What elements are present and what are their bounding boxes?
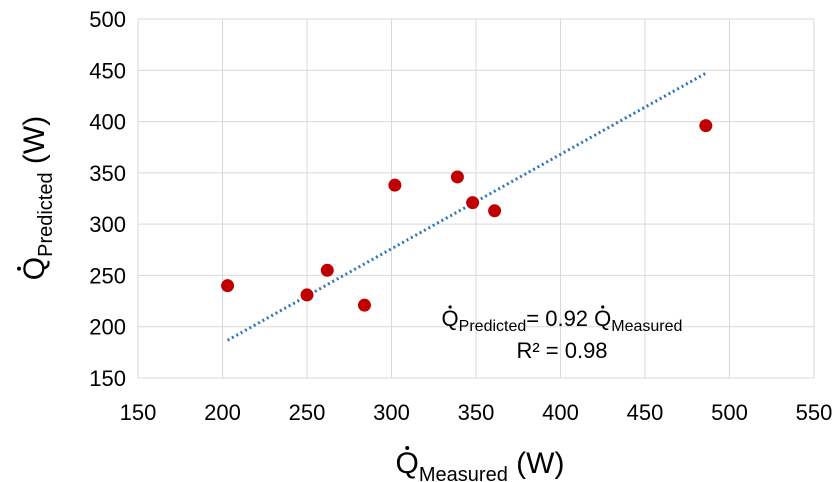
y-tick-label: 450 — [89, 58, 126, 83]
y-label-tail: (W) — [18, 116, 51, 173]
x-label-tail: (W) — [508, 447, 565, 480]
y-tick-label: 300 — [89, 212, 126, 237]
x-tick-label: 350 — [458, 400, 495, 425]
y-tick-label: 150 — [89, 366, 126, 391]
y-tick-label: 500 — [89, 7, 126, 32]
x-axis-label: QMeasured (W) — [396, 447, 565, 482]
trendline — [226, 71, 707, 342]
eq-lhs-sub: Predicted — [459, 318, 527, 335]
x-tick-label: 550 — [796, 400, 833, 425]
x-tick-label: 400 — [542, 400, 579, 425]
x-tick-label: 250 — [289, 400, 326, 425]
y-tick-label: 200 — [89, 315, 126, 340]
y-tick-label: 400 — [89, 110, 126, 135]
data-point — [466, 196, 480, 210]
eq-mid: = 0.92 — [526, 306, 594, 331]
data-point — [320, 263, 334, 277]
y-tick-labels: 150 200 250 300 350 400 450 500 — [89, 7, 126, 391]
overdot — [448, 305, 452, 309]
x-label-overdot — [405, 446, 410, 450]
overdot — [405, 446, 410, 450]
x-label-main: Q — [396, 447, 419, 480]
x-tick-label: 200 — [204, 400, 241, 425]
x-tick-label: 500 — [711, 400, 748, 425]
y-tick-label: 250 — [89, 263, 126, 288]
eq-rhs-main: Q — [594, 306, 611, 331]
x-tick-label: 300 — [373, 400, 410, 425]
eq-rhs-sub: Measured — [611, 318, 682, 335]
data-point — [450, 170, 464, 184]
data-point — [388, 178, 402, 192]
overdot — [601, 305, 605, 309]
data-point — [221, 279, 235, 293]
x-tick-label: 150 — [120, 400, 157, 425]
trendline-equation: QPredicted= 0.92 QMeasured — [442, 306, 683, 335]
x-label-sub: Measured — [419, 464, 508, 482]
x-tick-labels: 150 200 250 300 350 400 450 500 550 — [120, 400, 833, 425]
data-point — [488, 204, 502, 218]
x-tick-label: 450 — [627, 400, 664, 425]
data-point — [300, 288, 314, 302]
data-point — [357, 298, 371, 312]
data-points — [221, 119, 713, 312]
eq-lhs-main: Q — [442, 306, 459, 331]
r-squared-label: R² = 0.98 — [516, 338, 607, 363]
y-label-main: Q — [18, 257, 51, 280]
overdot — [17, 266, 21, 271]
y-label-sub: Predicted — [35, 172, 57, 257]
y-tick-label: 350 — [89, 161, 126, 186]
y-axis-label: QPredicted (W) — [18, 116, 57, 280]
data-point — [699, 119, 713, 133]
